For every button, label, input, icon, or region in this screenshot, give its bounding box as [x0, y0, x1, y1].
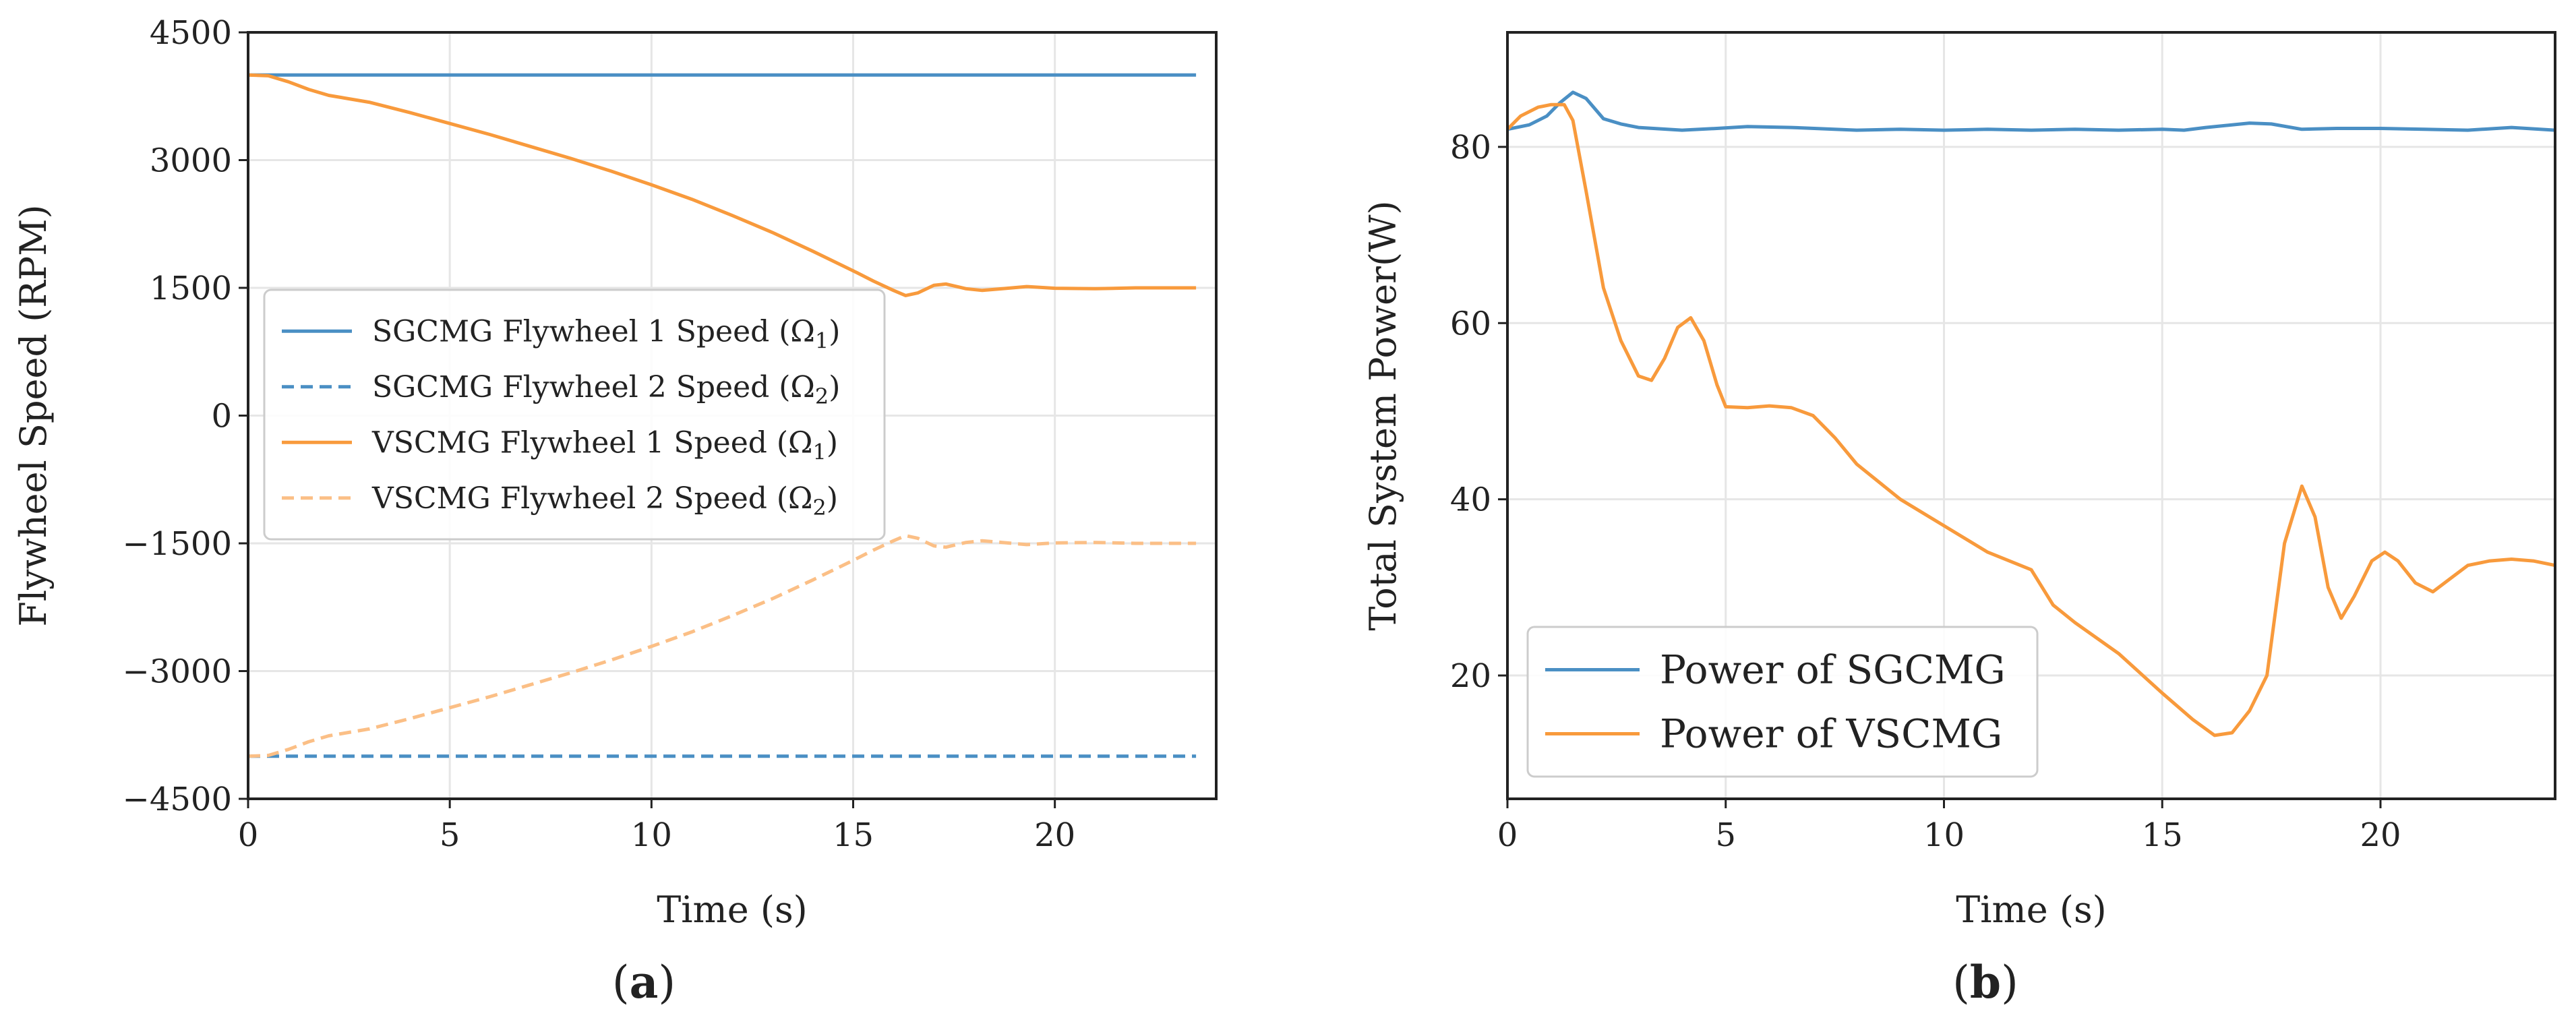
y-tick-label: −3000 — [123, 653, 232, 691]
panel-a-y-axis-title: Flywheel Speed (RPM) — [12, 204, 55, 626]
legend-entry: Power of VSCMG — [1660, 711, 2002, 757]
panel-a-flywheel-speed: 0 5 10 15 20 −4500 −3000 −1500 0 1500 3000 4500 Tim… — [12, 14, 1218, 1008]
x-tick-label: 0 — [1497, 816, 1518, 854]
legend-entry-text: SGCMG Flywheel 1 Speed (Ω — [372, 314, 815, 349]
panel-a-caption-close: ) — [658, 957, 676, 1008]
y-tick-label: 0 — [211, 398, 232, 435]
y-tick-label: 80 — [1450, 129, 1491, 167]
panel-a-caption-letter: a — [630, 956, 659, 1008]
legend-entry-close: ) — [827, 481, 838, 516]
x-tick-label: 15 — [833, 816, 874, 854]
x-tick-label: 10 — [1923, 816, 1965, 854]
legend-entry-close: ) — [827, 425, 838, 460]
legend-entry-subscript: 2 — [813, 495, 827, 520]
x-tick-label: 20 — [1034, 816, 1075, 854]
y-tick-label: 20 — [1450, 657, 1491, 695]
y-tick-label: 4500 — [150, 14, 232, 52]
legend-entry: Power of SGCMG — [1660, 647, 2006, 693]
legend-box — [1526, 626, 2039, 778]
series-line-1 — [1507, 90, 2555, 132]
legend-entry-subscript: 1 — [815, 328, 829, 353]
legend-entry-text: Power of VSCMG — [1660, 711, 2002, 757]
panel-b-caption-open: ( — [1952, 957, 1970, 1008]
legend-entry: VSCMG Flywheel 1 Speed (Ω1) — [371, 425, 838, 464]
panel-b-ticks: 0 5 10 15 20 20 40 60 80 — [1450, 129, 2401, 854]
legend-entry-text: SGCMG Flywheel 2 Speed (Ω — [372, 370, 815, 404]
x-tick-label: 0 — [238, 816, 259, 854]
panel-b-caption-letter: b — [1970, 956, 2001, 1008]
panel-a-caption-label: (a) — [612, 956, 676, 1008]
y-tick-label: 1500 — [150, 270, 232, 307]
legend-box — [263, 289, 886, 541]
x-tick-label: 5 — [440, 816, 460, 854]
y-tick-label: 3000 — [150, 142, 232, 180]
panel-a-ticks: 0 5 10 15 20 −4500 −3000 −1500 0 1500 3000 4500 — [123, 14, 1076, 854]
panel-b-y-axis-title: Total System Power(W) — [1362, 200, 1404, 630]
panel-a-caption-open: ( — [612, 957, 630, 1008]
legend-entry-subscript: 2 — [815, 384, 829, 409]
legend-entry-text: VSCMG Flywheel 2 Speed (Ω — [371, 481, 813, 516]
legend-entry: SGCMG Flywheel 1 Speed (Ω1) — [372, 314, 840, 353]
panel-b-plot-frame — [1506, 31, 2556, 800]
panel-b-legend: Power of SGCMG Power of VSCMG — [1526, 626, 2039, 778]
series-line-3 — [248, 73, 1197, 297]
legend-entry-text: VSCMG Flywheel 1 Speed (Ω — [371, 425, 813, 460]
panel-b-series — [1507, 90, 2555, 737]
panel-a-legend: SGCMG Flywheel 1 Speed (Ω1)SGCMG Flywhee… — [263, 289, 886, 541]
y-tick-label: −1500 — [123, 525, 232, 563]
panel-b-system-power: 0 5 10 15 20 20 40 60 80 Time (s) Total System P… — [1362, 31, 2556, 1008]
panel-b-x-axis-title: Time (s) — [1956, 888, 2106, 931]
y-tick-label: −4500 — [123, 781, 232, 818]
x-tick-label: 15 — [2142, 816, 2183, 854]
panel-a-series — [248, 73, 1197, 758]
legend-entry: SGCMG Flywheel 2 Speed (Ω2) — [372, 370, 840, 409]
legend-entry-subscript: 1 — [813, 439, 827, 464]
x-tick-label: 20 — [2360, 816, 2401, 854]
x-tick-label: 10 — [631, 816, 672, 854]
legend-entry-close: ) — [829, 370, 840, 404]
panel-a-x-axis-title: Time (s) — [657, 888, 807, 931]
legend-entry: VSCMG Flywheel 2 Speed (Ω2) — [371, 481, 838, 520]
series-line-2 — [1507, 102, 2555, 737]
legend-entry-close: ) — [829, 314, 840, 349]
x-tick-label: 5 — [1715, 816, 1736, 854]
panel-b-caption-close: ) — [2001, 957, 2018, 1008]
y-tick-label: 40 — [1450, 481, 1491, 519]
series-line-4 — [248, 534, 1197, 758]
panel-b-caption-label: (b) — [1952, 956, 2018, 1008]
y-tick-label: 60 — [1450, 305, 1491, 342]
legend-entry-text: Power of SGCMG — [1660, 647, 2006, 693]
